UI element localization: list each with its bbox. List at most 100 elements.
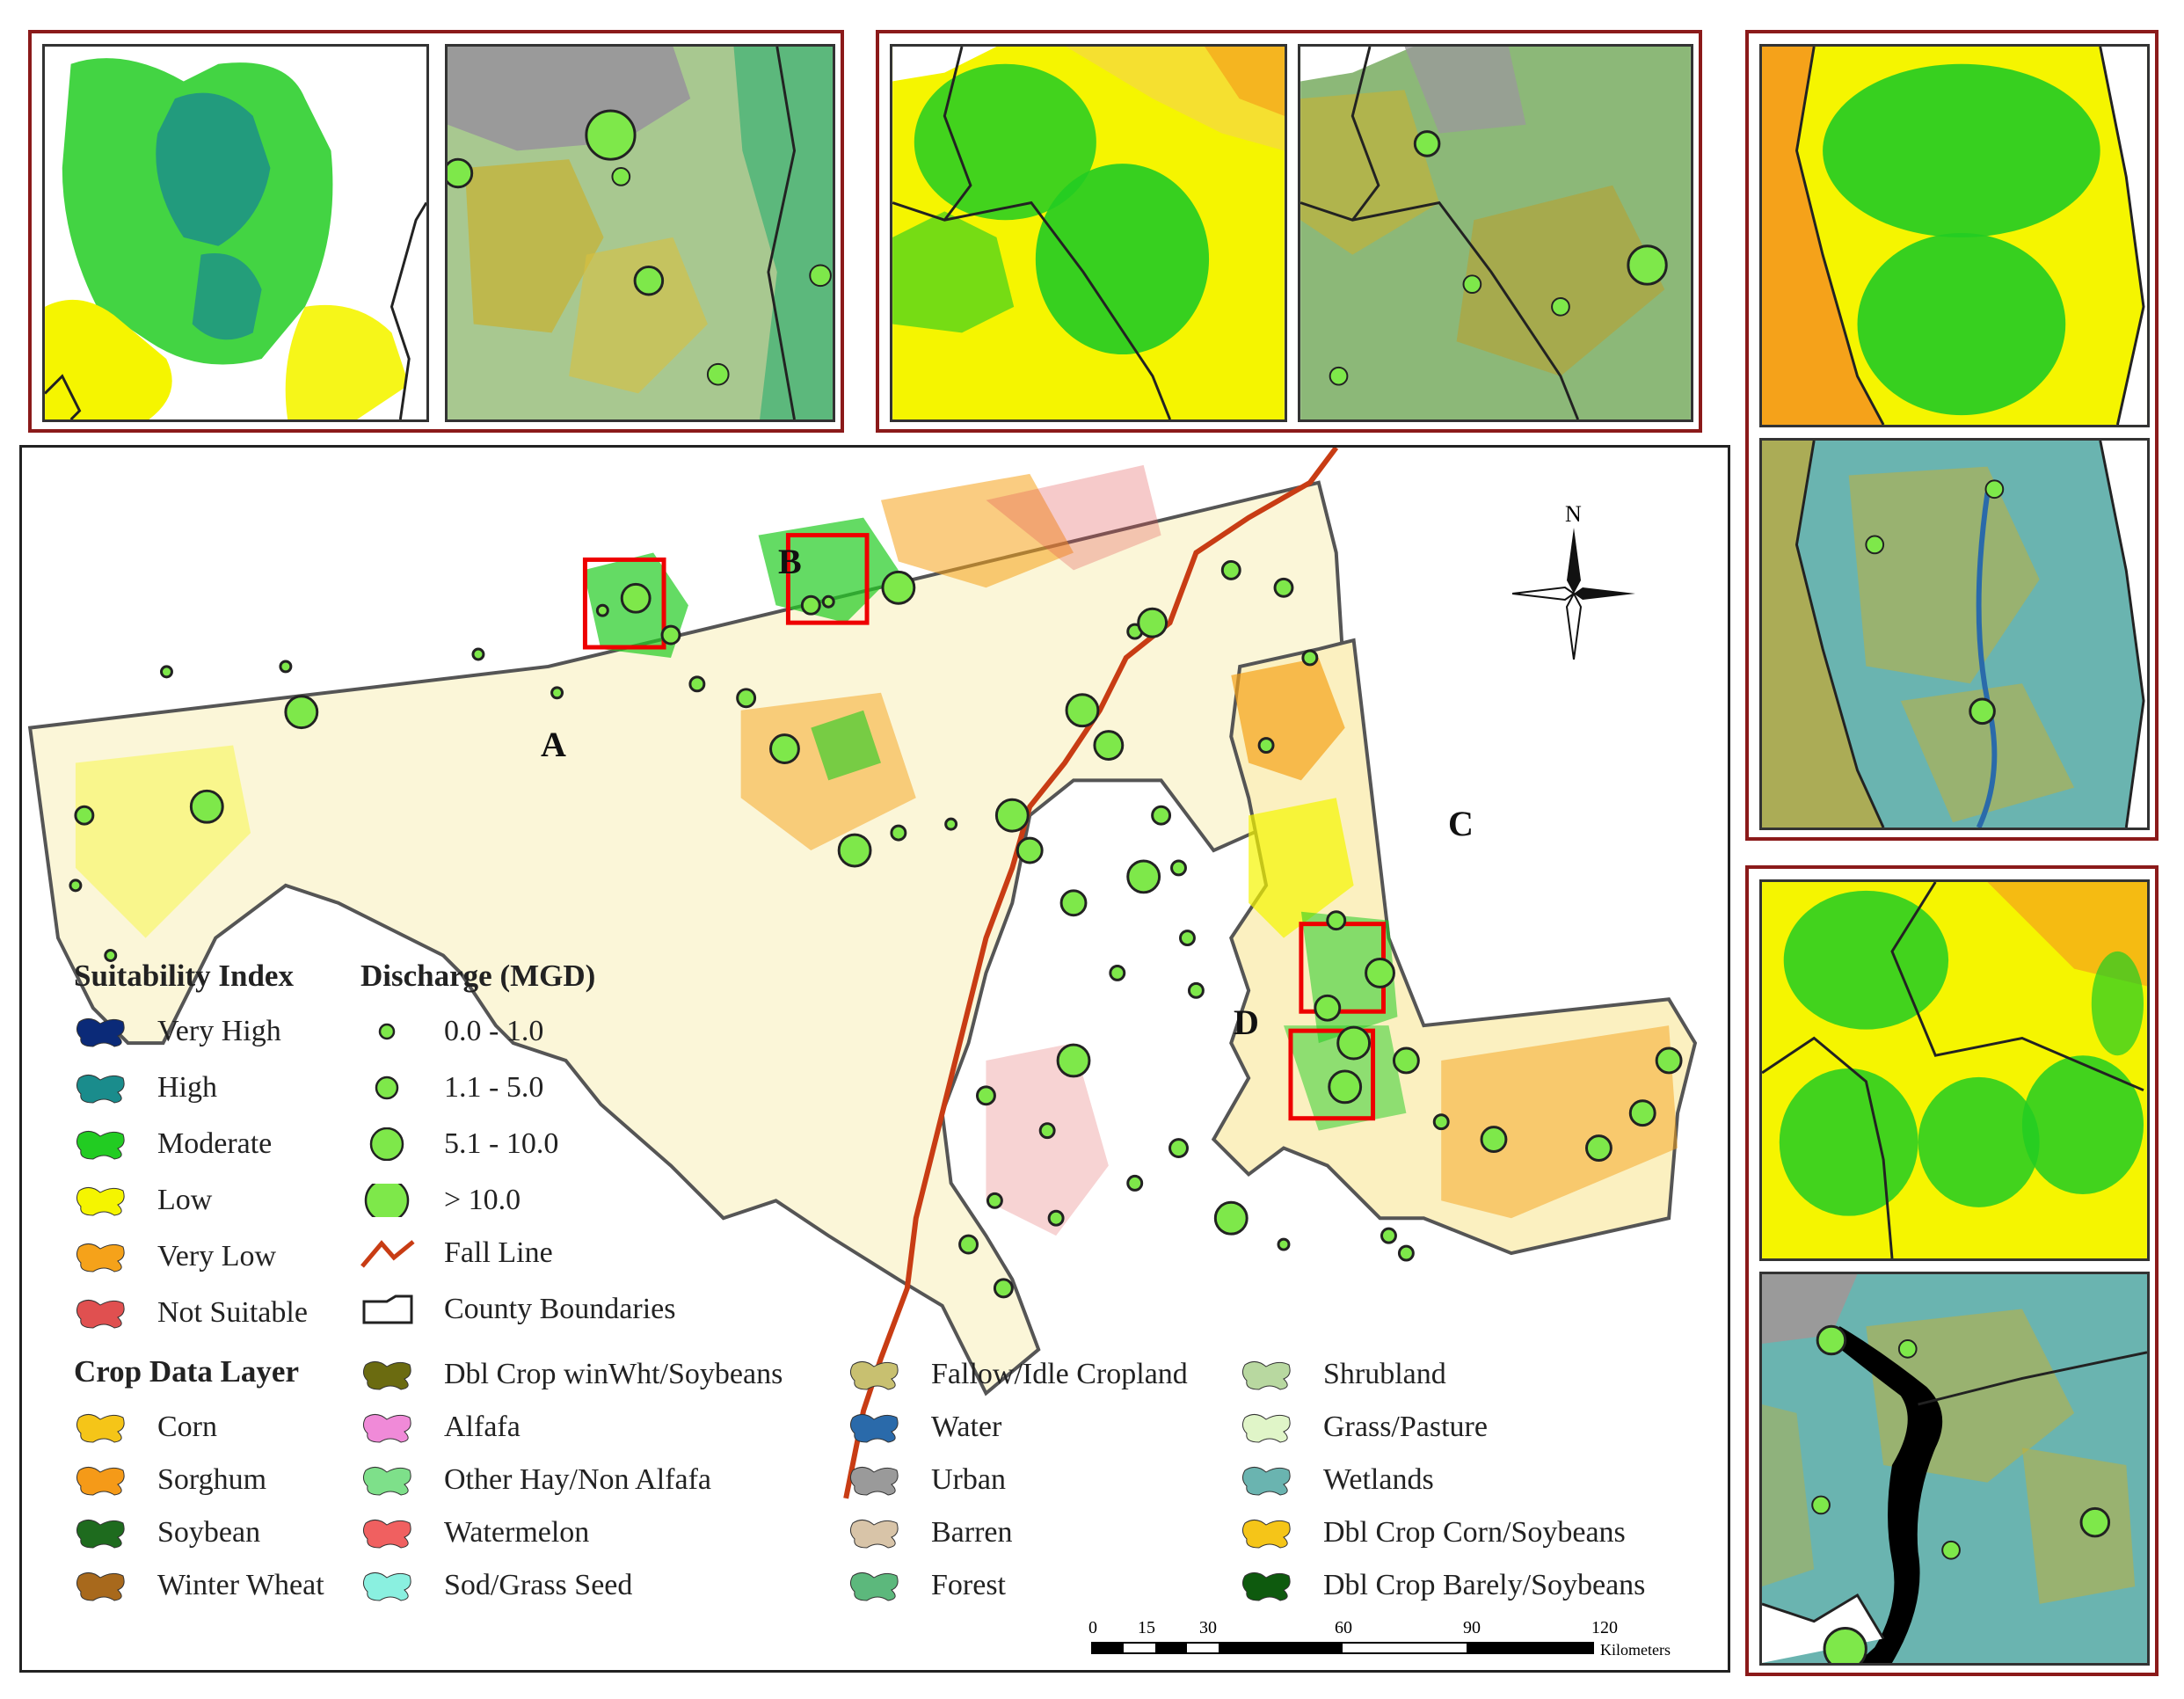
scale-tick-label: 90 [1463, 1618, 1481, 1637]
legend-suitability-label: Not Suitable [157, 1296, 308, 1329]
legend-swatch-icon [76, 1572, 125, 1601]
legend-crop-label: Dbl Crop Barely/Soybeans [1323, 1569, 1646, 1601]
legend-swatch-icon [76, 1075, 125, 1104]
inset-d-suitability [1759, 879, 2150, 1261]
legend: Suitability Index Discharge (MGD) Very H… [74, 959, 1744, 1644]
legend-suitability-label: Very High [157, 1015, 281, 1047]
map-label-c: C [1448, 804, 1474, 843]
legend-swatch-icon [849, 1572, 899, 1601]
legend-discharge-label: 0.0 - 1.0 [444, 1015, 544, 1047]
legend-swatch-icon [1241, 1467, 1291, 1496]
legend-swatch-icon [362, 1467, 411, 1496]
legend-crop-label: Dbl Crop Corn/Soybeans [1323, 1516, 1626, 1549]
legend-swatch-icon [362, 1572, 411, 1601]
inset-a-cropland [445, 44, 835, 422]
legend-crop-label: Winter Wheat [157, 1569, 324, 1601]
legend-crop-label: Grass/Pasture [1323, 1411, 1488, 1443]
discharge-circle-icon [369, 1127, 404, 1161]
legend-discharge-label: > 10.0 [444, 1184, 521, 1216]
legend-swatch-icon [76, 1520, 125, 1549]
legend-swatch-icon [1241, 1414, 1291, 1443]
legend-swatch-icon [362, 1520, 411, 1549]
scale-unit: Kilometers [1600, 1641, 1671, 1659]
maryland-map [23, 448, 1727, 1670]
inset-a-suitability [42, 44, 429, 422]
inset-b-suitability [890, 44, 1287, 422]
inset-b-cropland [1298, 44, 1693, 422]
legend-swatch-icon [362, 1414, 411, 1443]
legend-discharge-title: Discharge (MGD) [360, 959, 596, 993]
selection-box-b [785, 533, 870, 625]
scale-bar: 0 15 30 60 90 120 Kilometers [1088, 1618, 1686, 1662]
legend-swatch-icon [849, 1414, 899, 1443]
fall-line-icon [360, 1240, 415, 1268]
legend-suitability-title: Suitability Index [74, 959, 294, 993]
selection-box-a [582, 557, 666, 650]
inset-d-suitability-map [1762, 882, 2147, 1258]
legend-crop-label: Urban [931, 1463, 1006, 1496]
discharge-circle-icon [378, 1023, 396, 1040]
inset-b-cropland-map [1300, 47, 1691, 419]
inset-b-suitability-map [892, 47, 1285, 419]
compass-icon [1512, 528, 1635, 660]
legend-suitability-label: Moderate [157, 1127, 273, 1160]
legend-swatch-icon [76, 1187, 125, 1216]
legend-fall-line-label: Fall Line [444, 1236, 553, 1269]
scale-tick-label: 120 [1591, 1618, 1618, 1637]
legend-crop-label: Soybean [157, 1516, 261, 1549]
legend-swatch-icon [362, 1361, 411, 1390]
inset-c-cropland [1759, 438, 2150, 830]
legend-crop-label: Water [931, 1411, 1002, 1443]
north-arrow-label: N [1565, 501, 1582, 527]
legend-swatch-icon [1241, 1361, 1291, 1390]
discharge-circle-icon [364, 1184, 410, 1217]
legend-crop-label: Barren [931, 1516, 1013, 1549]
legend-swatch-icon [76, 1018, 125, 1047]
inset-group-d [1745, 865, 2159, 1676]
selection-box-d [1288, 1028, 1376, 1121]
scale-bar-graphic [1091, 1642, 1594, 1654]
legend-crop-label: Dbl Crop winWht/Soybeans [444, 1358, 783, 1390]
discharge-points [69, 559, 1683, 1299]
legend-crop-label: Forest [931, 1569, 1006, 1601]
inset-d-cropland-map [1762, 1274, 2147, 1663]
scale-tick-label: 15 [1138, 1618, 1155, 1637]
legend-crop-label: Corn [157, 1411, 217, 1443]
legend-crop-label: Sod/Grass Seed [444, 1569, 633, 1601]
inset-c-suitability-map [1762, 47, 2147, 425]
legend-swatch-icon [849, 1520, 899, 1549]
north-arrow: N [1512, 501, 1635, 660]
county-boundary-icon [362, 1294, 413, 1324]
legend-crop-label: Other Hay/Non Alfafa [444, 1463, 712, 1496]
inset-c-suitability [1759, 44, 2150, 427]
fall-line [843, 448, 1339, 1499]
legend-swatch-icon [76, 1243, 125, 1272]
legend-crop-label: Fallow/Idle Cropland [931, 1358, 1188, 1390]
legend-county-boundaries-label: County Boundaries [444, 1293, 676, 1325]
map-label-a: A [541, 725, 566, 764]
scale-tick-label: 30 [1199, 1618, 1217, 1637]
inset-d-cropland [1759, 1272, 2150, 1666]
legend-crop-label: Alfafa [444, 1411, 521, 1443]
legend-swatch-icon [76, 1300, 125, 1329]
inset-group-b [876, 30, 1702, 433]
scale-tick-label: 0 [1088, 1618, 1097, 1637]
legend-crop-label: Sorghum [157, 1463, 267, 1496]
legend-swatch-icon [1241, 1520, 1291, 1549]
legend-crop-label: Watermelon [444, 1516, 590, 1549]
discharge-circle-icon [375, 1076, 399, 1100]
legend-suitability-label: Low [157, 1184, 213, 1216]
map-label-b: B [778, 542, 802, 581]
legend-swatch-icon [1241, 1572, 1291, 1601]
legend-crop-label: Wetlands [1323, 1463, 1434, 1496]
inset-a-suitability-map [45, 47, 426, 419]
legend-crop-title: Crop Data Layer [74, 1354, 299, 1389]
legend-discharge-label: 1.1 - 5.0 [444, 1071, 544, 1104]
legend-crop-label: Shrubland [1323, 1358, 1446, 1390]
western-shore-outline [27, 480, 1347, 1396]
legend-suitability-label: Very Low [157, 1240, 277, 1272]
legend-swatch-icon [76, 1467, 125, 1496]
legend-discharge-label: 5.1 - 10.0 [444, 1127, 559, 1160]
scale-tick-label: 60 [1335, 1618, 1352, 1637]
inset-a-cropland-map [448, 47, 833, 419]
